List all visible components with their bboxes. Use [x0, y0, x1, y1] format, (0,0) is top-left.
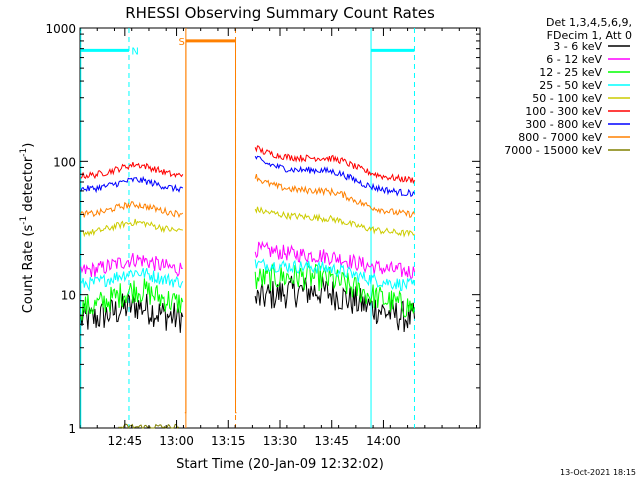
- series-4-segment-1: [254, 206, 415, 238]
- series-7-segment-0: [80, 201, 184, 219]
- x-tick-label-0: 12:45: [108, 434, 143, 448]
- series-3-segment-0: [80, 267, 184, 292]
- state-label-S: S: [179, 37, 185, 48]
- legend-label-7: 800 - 7000 keV: [518, 131, 602, 144]
- series-7-segment-1: [254, 173, 415, 218]
- legend-label-6: 300 - 800 keV: [525, 118, 602, 131]
- y-tick-label-0: 1: [68, 422, 76, 436]
- y-axis-label-end: ): [21, 143, 36, 148]
- series-0-segment-0: [80, 293, 184, 333]
- series-3-segment-1: [254, 258, 415, 292]
- x-tick-label-5: 14:00: [366, 434, 401, 448]
- legend-label-0: 3 - 6 keV: [553, 40, 602, 53]
- series-6-segment-1: [254, 155, 415, 198]
- y-axis-label: Count Rate (s-1 detector-1): [19, 143, 36, 314]
- y-axis-label-main: Count Rate (s: [21, 225, 36, 314]
- series-2-segment-0: [80, 278, 184, 321]
- y-axis-label-mid: detector: [21, 156, 36, 216]
- y-axis-label-sup2: -1: [19, 148, 29, 157]
- series-6-segment-0: [80, 175, 184, 194]
- x-axis-label: Start Time (20-Jan-09 12:32:02): [176, 457, 384, 472]
- legend-label-2: 12 - 25 keV: [539, 66, 602, 79]
- legend-header-line-1: Det 1,3,4,5,6,9,: [546, 16, 632, 29]
- series-7-segment-2: [184, 40, 237, 414]
- legend-label-5: 100 - 300 keV: [525, 105, 602, 118]
- y-tick-label-1: 10: [61, 289, 76, 303]
- legend-label-8: 7000 - 15000 keV: [504, 144, 602, 157]
- y-axis-label-sup1: -1: [19, 216, 29, 225]
- legend-header-line-2: FDecim 1, Att 0: [547, 29, 632, 42]
- legend-label-3: 25 - 50 keV: [539, 79, 602, 92]
- series-5-segment-1: [254, 145, 415, 185]
- x-tick-label-4: 13:45: [314, 434, 349, 448]
- x-tick-label-1: 13:00: [159, 434, 194, 448]
- footer-date: 13-Oct-2021 18:15: [560, 468, 636, 477]
- y-tick-label-3: 1000: [45, 22, 76, 36]
- y-tick-label-2: 100: [53, 155, 76, 169]
- plot-area: N S 12:45 13:00 13:15 13:30 13:45 14:00 1 10 100 10…: [45, 22, 481, 448]
- state-label-N: N: [131, 46, 138, 57]
- legend-label-4: 50 - 100 keV: [532, 92, 602, 105]
- legend-label-1: 6 - 12 keV: [546, 53, 602, 66]
- series-1-segment-1: [254, 240, 415, 280]
- x-tick-label-2: 13:15: [211, 434, 246, 448]
- series-0-segment-1: [254, 275, 415, 333]
- series-2-segment-1: [254, 262, 415, 318]
- chart-title: RHESSI Observing Summary Count Rates: [125, 4, 435, 22]
- series-1-segment-0: [80, 252, 183, 278]
- series-5-segment-0: [80, 161, 184, 180]
- series-4-segment-0: [80, 218, 183, 238]
- x-tick-label-3: 13:30: [263, 434, 298, 448]
